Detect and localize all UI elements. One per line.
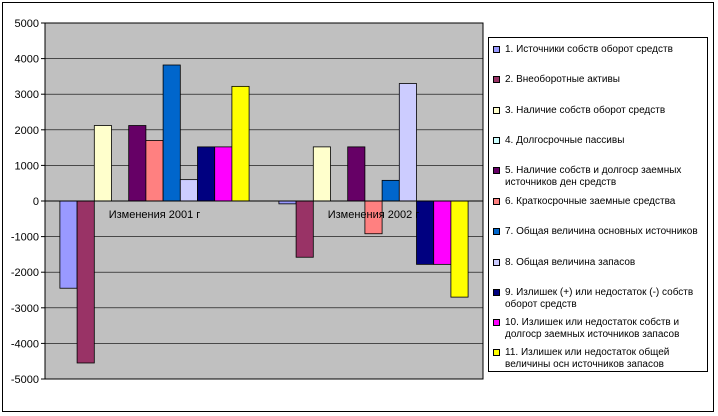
y-tick-label: -5000 xyxy=(11,374,39,386)
bar-series-6-cat-1 xyxy=(145,140,164,202)
bar-series-11-cat-1 xyxy=(231,85,250,202)
bar-series-3-cat-2 xyxy=(312,146,331,202)
y-tick-label: 1000 xyxy=(15,160,39,172)
bar-series-5-cat-2 xyxy=(347,146,366,202)
bar-series-2-cat-2 xyxy=(295,200,314,258)
y-tick-label: -1000 xyxy=(11,232,39,244)
y-tick-label: 5000 xyxy=(15,18,39,30)
legend-label: 3. Наличие собств оборот средств xyxy=(505,105,666,116)
legend-label: 11. Излишек или недостаток общей величин… xyxy=(505,347,670,370)
bar-series-8-cat-1 xyxy=(179,179,198,202)
legend-swatch xyxy=(493,349,500,356)
bar-series-1-cat-1 xyxy=(59,200,78,289)
legend-swatch xyxy=(493,46,500,53)
bar-series-10-cat-2 xyxy=(433,200,452,265)
bar-series-8-cat-2 xyxy=(398,83,417,202)
legend-swatch xyxy=(493,76,500,83)
legend-swatch xyxy=(493,319,500,326)
y-tick-label: 3000 xyxy=(15,89,39,101)
bar-series-2-cat-1 xyxy=(76,200,95,364)
bar-series-7-cat-2 xyxy=(381,179,400,202)
category-labels: Изменения 2001 г Изменения 2002 г xyxy=(109,209,420,221)
legend-swatch xyxy=(493,198,500,205)
bars xyxy=(59,64,469,364)
bar-series-3-cat-1 xyxy=(93,125,112,202)
bar-series-10-cat-1 xyxy=(214,146,233,202)
legend-label: 1. Источники собств оборот средств xyxy=(505,44,673,55)
legend-label: 4. Долгосрочные пассивы xyxy=(505,135,625,146)
legend-label: 8. Общая величина запасов xyxy=(505,257,636,268)
y-tick-label: -4000 xyxy=(11,338,39,350)
legend-swatch xyxy=(493,289,500,296)
y-axis-ticks: 5000 4000 3000 2000 1000 0 -1000 -2000 -3000 -400… xyxy=(11,18,45,386)
legend-label: 10. Излишек или недостаток собств и долг… xyxy=(505,317,680,340)
legend-swatch xyxy=(493,137,500,144)
y-tick-label: -2000 xyxy=(11,267,39,279)
legend-label: 6. Краткосрочные заемные средства xyxy=(505,196,676,207)
y-tick-label: 4000 xyxy=(15,54,39,66)
bar-series-5-cat-1 xyxy=(128,125,147,202)
category-label: Изменения 2002 г xyxy=(328,209,420,221)
legend-label: 9. Излишек (+) или недостаток (-) собств… xyxy=(505,287,694,310)
legend-label: 2. Внеоборотные активы xyxy=(505,74,620,85)
bar-series-7-cat-1 xyxy=(162,64,181,202)
y-tick-label: -3000 xyxy=(11,303,39,315)
bar-series-11-cat-2 xyxy=(450,200,469,298)
legend-swatch xyxy=(493,107,500,114)
legend-swatch xyxy=(493,228,500,235)
y-tick-label: 0 xyxy=(33,196,39,208)
legend: 1. Источники собств оборот средств 2. Вне… xyxy=(488,37,708,372)
legend-label: 7. Общая величина основных источников xyxy=(505,226,698,237)
legend-swatch xyxy=(493,259,500,266)
y-tick-label: 2000 xyxy=(15,125,39,137)
legend-swatch xyxy=(493,167,500,174)
category-label: Изменения 2001 г xyxy=(109,209,201,221)
legend-label: 5. Наличие собств и долгоср заемных исто… xyxy=(505,165,682,188)
bar-series-9-cat-1 xyxy=(197,146,216,202)
